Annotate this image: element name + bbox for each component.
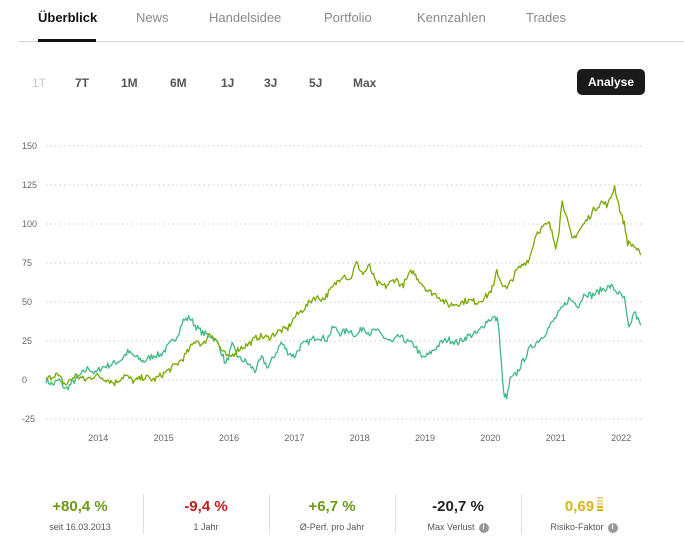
range-6m[interactable]: 6M xyxy=(170,76,187,90)
y-axis: 150 125 100 75 50 25 0 -25 xyxy=(22,141,37,424)
y-tick-label: 75 xyxy=(22,258,32,268)
tab-bar: Überblick News Handelsidee Portfolio Ken… xyxy=(0,0,684,42)
y-tick-label: -25 xyxy=(22,414,35,424)
stat-risk-factor-label-row: Risiko-Faktor i xyxy=(524,522,644,533)
tab-portfolio[interactable]: Portfolio xyxy=(324,10,372,25)
stat-divider xyxy=(269,494,270,534)
x-tick-label: 2018 xyxy=(350,433,370,443)
y-tick-label: 125 xyxy=(22,180,37,190)
tab-news[interactable]: News xyxy=(136,10,169,25)
stat-risk-factor-value-row: 0,69 xyxy=(524,497,644,515)
stat-total-value: +80,4 % xyxy=(52,498,108,515)
stat-risk-factor: 0,69 Risiko-Faktor i xyxy=(524,492,644,538)
tab-ueberblick[interactable]: Überblick xyxy=(38,10,98,25)
y-tick-label: 150 xyxy=(22,141,37,151)
x-tick-label: 2014 xyxy=(88,433,108,443)
time-range-selector: 1T 7T 1M 6M 1J 3J 5J Max xyxy=(0,74,684,94)
series-line-secondary xyxy=(45,283,642,400)
stat-risk-factor-value: 0,69 xyxy=(564,498,595,515)
range-max[interactable]: Max xyxy=(353,76,377,90)
stat-max-loss-label-row: Max Verlust i xyxy=(398,522,518,533)
range-1m[interactable]: 1M xyxy=(121,76,138,90)
info-icon[interactable]: i xyxy=(478,522,489,533)
active-tab-indicator xyxy=(38,39,96,42)
y-tick-label: 50 xyxy=(22,297,32,307)
x-tick-label: 2021 xyxy=(546,433,566,443)
stat-avg-per-year: +6,7 % Ø-Perf. pro Jahr xyxy=(272,492,392,538)
range-1t: 1T xyxy=(32,76,47,90)
analyse-button[interactable]: Analyse xyxy=(577,69,645,95)
stat-max-loss-label: Max Verlust xyxy=(427,522,475,532)
stat-avg-per-year-label: Ø-Perf. pro Jahr xyxy=(299,522,365,532)
x-tick-label: 2019 xyxy=(415,433,435,443)
x-tick-label: 2015 xyxy=(154,433,174,443)
stat-divider xyxy=(143,494,144,534)
x-tick-label: 2020 xyxy=(480,433,500,443)
x-axis: 2014 2015 2016 2017 2018 2019 2020 2021 2022 xyxy=(88,433,631,443)
range-3j[interactable]: 3J xyxy=(264,76,278,90)
series-line-primary xyxy=(45,185,642,387)
x-tick-label: 2017 xyxy=(284,433,304,443)
performance-stats: +80,4 % seit 16.03.2013 -9,4 % 1 Jahr +6… xyxy=(0,492,684,541)
stat-divider xyxy=(521,494,522,534)
y-tick-label: 25 xyxy=(22,336,32,346)
range-7t[interactable]: 7T xyxy=(75,76,90,90)
stat-divider xyxy=(395,494,396,534)
stat-avg-per-year-value: +6,7 % xyxy=(308,498,356,515)
range-5j[interactable]: 5J xyxy=(309,76,323,90)
x-tick-label: 2022 xyxy=(611,433,631,443)
chart-grid xyxy=(46,145,642,420)
stat-1-year-value: -9,4 % xyxy=(184,498,228,515)
stat-1-year-label: 1 Jahr xyxy=(193,522,219,532)
tab-kennzahlen[interactable]: Kennzahlen xyxy=(417,10,486,25)
tab-trades[interactable]: Trades xyxy=(526,10,566,25)
tab-bar-divider xyxy=(18,41,684,42)
stat-max-loss: -20,7 % Max Verlust i xyxy=(398,492,518,538)
y-tick-label: 100 xyxy=(22,219,37,229)
x-tick-label: 2016 xyxy=(219,433,239,443)
info-icon[interactable]: i xyxy=(607,522,618,533)
risk-level-bars-icon xyxy=(597,497,604,513)
tab-handelsidee[interactable]: Handelsidee xyxy=(209,10,282,25)
range-1j[interactable]: 1J xyxy=(221,76,235,90)
stat-risk-factor-label: Risiko-Faktor xyxy=(550,522,604,533)
stat-total: +80,4 % seit 16.03.2013 xyxy=(20,492,140,538)
y-tick-label: 0 xyxy=(22,375,27,385)
stat-total-label: seit 16.03.2013 xyxy=(49,522,111,532)
chart-series xyxy=(45,185,642,400)
performance-chart: 150 125 100 75 50 25 0 -25 2014 2015 2016 2017 2018… xyxy=(22,141,642,443)
stat-max-loss-value: -20,7 % xyxy=(432,498,484,515)
stat-1-year: -9,4 % 1 Jahr xyxy=(146,492,266,538)
